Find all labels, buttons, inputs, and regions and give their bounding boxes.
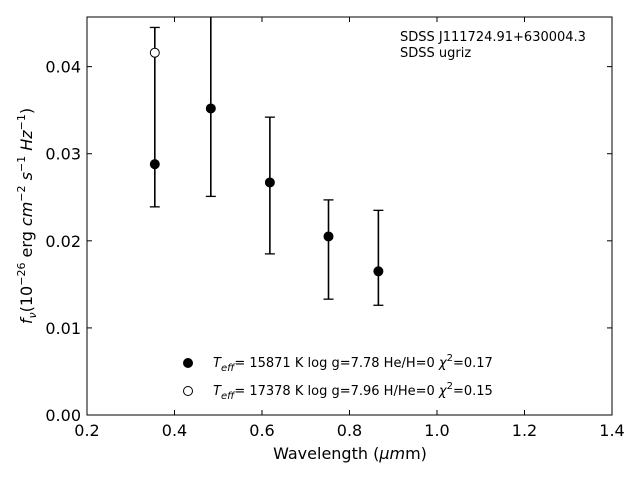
- y-label-hz: Hz: [17, 130, 36, 156]
- y-label-f-sub: ν: [26, 312, 39, 318]
- x-tick-label: 1.2: [512, 421, 537, 440]
- y-label-mid: erg: [17, 226, 36, 262]
- legend-1-chi-exp: 2: [447, 353, 453, 364]
- legend-2-params: = 17378 K log g=7.96 H/He=0: [234, 384, 439, 399]
- x-axis-ticks: 0.2 0.4 0.6 0.8 1.0 1.2 1.4: [74, 17, 625, 440]
- legend-marker-open: [183, 386, 193, 396]
- y-tick-label: 0.00: [45, 406, 81, 425]
- y-axis-label: fν(10−26 erg cm−2 s−1 Hz−1): [15, 108, 39, 324]
- legend-1-t: T: [213, 356, 222, 371]
- y-tick-label: 0.02: [45, 232, 81, 251]
- y-label-f: f: [17, 316, 36, 324]
- model-point-filled: [205, 103, 216, 114]
- y-tick-label: 0.04: [45, 58, 81, 77]
- legend-1-chi-val: =0.17: [453, 356, 493, 371]
- legend-1-chi: χ: [438, 356, 448, 371]
- y-label-exp2: −2: [15, 185, 28, 201]
- y-label-open: (10: [17, 286, 36, 313]
- annotation-object-name: SDSS J111724.91+630004.3: [400, 30, 586, 45]
- model-point-filled: [264, 177, 275, 188]
- y-axis-ticks: 0.00 0.01 0.02 0.03 0.04: [45, 58, 612, 425]
- y-label-s: s: [17, 172, 36, 185]
- legend-1-eff: eff: [221, 363, 236, 374]
- legend-marker-filled: [183, 358, 193, 368]
- x-tick-label: 0.4: [162, 421, 187, 440]
- x-axis-label-text: Wavelength: [273, 444, 368, 463]
- data-points: [149, 47, 384, 277]
- x-axis-unit-symbol: μm: [378, 444, 405, 463]
- y-label-cm: cm: [17, 202, 36, 226]
- legend: Teff= 15871 K log g=7.78 He/H=0 χ2=0.17 …: [183, 353, 493, 402]
- legend-2-chi: χ: [438, 384, 448, 399]
- legend-label-1: Teff= 15871 K log g=7.78 He/H=0 χ2=0.17: [213, 353, 493, 374]
- y-label-exp4: −1: [15, 114, 28, 130]
- legend-2-chi-val: =0.15: [453, 384, 493, 399]
- model-point-filled: [149, 159, 160, 170]
- y-label-exp3: −1: [15, 156, 28, 172]
- model-point-filled: [323, 231, 334, 242]
- y-tick-label: 0.01: [45, 319, 81, 338]
- legend-2-t: T: [213, 384, 222, 399]
- y-tick-label: 0.03: [45, 145, 81, 164]
- x-tick-label: 1.0: [424, 421, 449, 440]
- plot-area: [87, 17, 612, 415]
- y-label-exp1: −26: [15, 263, 28, 286]
- x-tick-label: 0.2: [74, 421, 99, 440]
- legend-label-2: Teff= 17378 K log g=7.96 H/He=0 χ2=0.15: [213, 381, 493, 402]
- legend-2-eff: eff: [221, 391, 236, 402]
- model-point-open: [149, 47, 160, 58]
- x-tick-label: 0.8: [337, 421, 362, 440]
- legend-1-params: = 15871 K log g=7.78 He/H=0: [234, 356, 439, 371]
- x-tick-label: 0.6: [249, 421, 274, 440]
- annotation-filter-set: SDSS ugriz: [400, 46, 471, 61]
- legend-2-chi-exp: 2: [447, 381, 453, 392]
- x-axis-label: Wavelength (μmm): [273, 444, 427, 463]
- model-point-filled: [373, 266, 384, 277]
- x-tick-label: 1.4: [599, 421, 624, 440]
- y-label-close: ): [17, 108, 36, 114]
